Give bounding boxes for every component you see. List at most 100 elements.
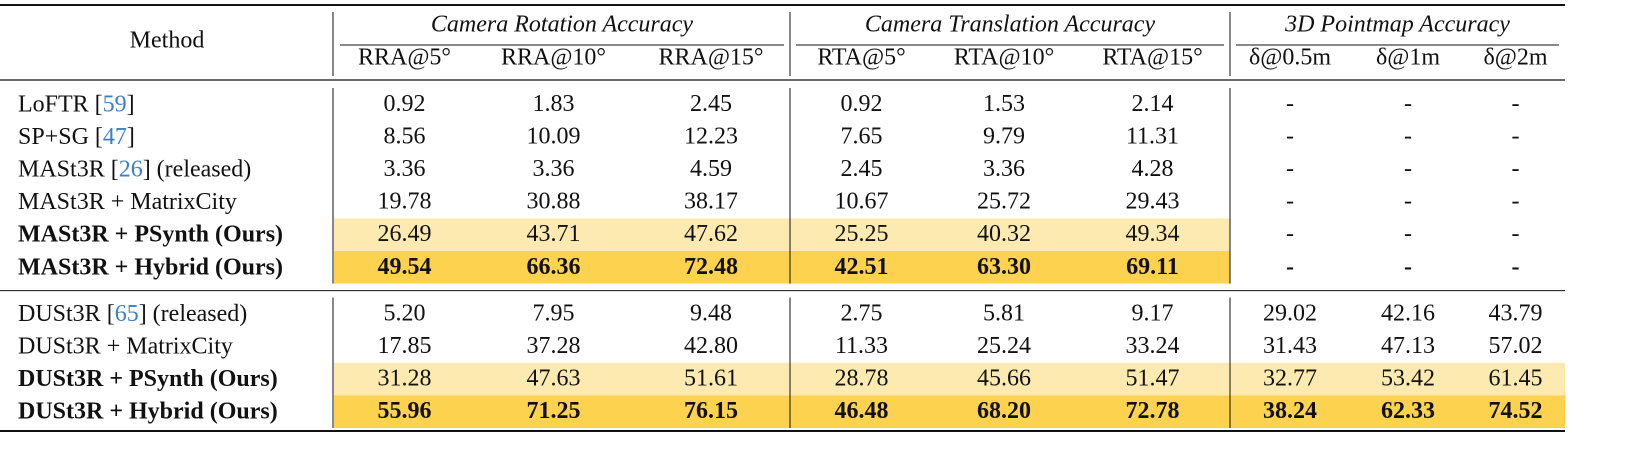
- value-cell: -: [1404, 254, 1412, 280]
- cell-highlight: [1075, 362, 1230, 396]
- value-cell: -: [1286, 254, 1294, 280]
- column-header: RTA@5°: [817, 45, 905, 71]
- value-cell: 42.80: [684, 333, 738, 359]
- value-cell: -: [1512, 91, 1520, 117]
- value-cell: 30.88: [527, 189, 581, 215]
- value-cell: 4.59: [690, 156, 732, 182]
- cell-highlight: [1350, 395, 1466, 428]
- value-cell: 10.09: [527, 123, 581, 149]
- method-cell: SP+SG [47]: [18, 123, 135, 149]
- value-cell: -: [1404, 91, 1412, 117]
- value-cell: 11.33: [835, 333, 888, 359]
- method-text: DUSt3R + MatrixCity: [18, 333, 233, 359]
- cell-highlight: [1230, 362, 1350, 396]
- method-cell: DUSt3R + MatrixCity: [18, 333, 233, 359]
- method-text: DUSt3R [: [18, 300, 115, 326]
- value-cell: 25.72: [977, 189, 1031, 215]
- value-cell: 74.52: [1489, 398, 1543, 424]
- cell-highlight: [1466, 362, 1565, 396]
- column-header: RRA@15°: [658, 45, 763, 71]
- method-text: ] (released): [139, 300, 248, 326]
- value-cell: 29.02: [1263, 300, 1317, 326]
- cell-highlight: [933, 362, 1075, 396]
- column-header: RTA@10°: [954, 45, 1054, 71]
- value-cell: -: [1286, 123, 1294, 149]
- value-cell: 7.65: [841, 123, 883, 149]
- value-cell: 0.92: [384, 91, 426, 117]
- cell-highlight: [1230, 395, 1350, 428]
- value-cell: 9.48: [690, 300, 732, 326]
- cell-highlight: [632, 218, 790, 251]
- cell-highlight: [475, 362, 632, 396]
- value-cell: 8.56: [384, 123, 426, 149]
- value-cell: 7.95: [533, 300, 575, 326]
- value-cell: 47.63: [527, 366, 581, 392]
- value-cell: 2.14: [1132, 91, 1174, 117]
- cell-highlight: [334, 395, 475, 428]
- value-cell: -: [1512, 156, 1520, 182]
- value-cell: 31.28: [378, 366, 432, 392]
- cell-highlight: [933, 395, 1075, 428]
- value-cell: 72.48: [684, 254, 738, 280]
- value-cell: -: [1286, 221, 1294, 247]
- value-cell: 33.24: [1126, 333, 1180, 359]
- value-cell: 1.53: [983, 91, 1025, 117]
- method-cell: DUSt3R [65] (released): [18, 300, 247, 326]
- value-cell: 76.15: [684, 398, 738, 424]
- method-cell: MASt3R [26] (released): [18, 156, 251, 182]
- value-cell: -: [1286, 189, 1294, 215]
- value-cell: 40.32: [977, 221, 1031, 247]
- value-cell: 3.36: [533, 156, 575, 182]
- cell-highlight: [933, 251, 1075, 284]
- value-cell: -: [1404, 221, 1412, 247]
- value-cell: 31.43: [1263, 333, 1317, 359]
- group-header: Camera Rotation Accuracy: [431, 12, 694, 38]
- value-cell: -: [1512, 254, 1520, 280]
- cell-highlight: [334, 251, 475, 284]
- value-cell: 72.78: [1126, 398, 1180, 424]
- value-cell: 38.24: [1263, 398, 1317, 424]
- method-text: ] (released): [143, 156, 252, 182]
- method-cell: MASt3R + Hybrid (Ours): [18, 254, 283, 280]
- value-cell: -: [1286, 156, 1294, 182]
- method-text: MASt3R + MatrixCity: [18, 189, 237, 215]
- value-cell: 61.45: [1489, 366, 1543, 392]
- value-cell: 43.71: [527, 221, 581, 247]
- group-header: Camera Translation Accuracy: [865, 12, 1156, 38]
- method-text: LoFTR [: [18, 91, 103, 117]
- cell-highlight: [334, 218, 475, 251]
- method-text: MASt3R + PSynth (Ours): [18, 221, 283, 247]
- value-cell: 66.36: [527, 254, 581, 280]
- value-cell: 63.30: [977, 254, 1031, 280]
- value-cell: 71.25: [527, 398, 581, 424]
- value-cell: 42.16: [1381, 300, 1435, 326]
- value-cell: 3.36: [983, 156, 1025, 182]
- cell-highlight: [632, 362, 790, 396]
- citation: 26: [119, 156, 143, 182]
- value-cell: 12.23: [684, 123, 738, 149]
- value-cell: 28.78: [835, 366, 889, 392]
- method-cell: MASt3R + MatrixCity: [18, 189, 237, 215]
- citation: 59: [103, 91, 127, 117]
- value-cell: 49.54: [378, 254, 432, 280]
- value-cell: 5.20: [384, 300, 426, 326]
- method-text: SP+SG [: [18, 123, 103, 149]
- method-text: MASt3R + Hybrid (Ours): [18, 254, 283, 280]
- value-cell: 10.67: [835, 189, 889, 215]
- value-cell: 29.43: [1126, 189, 1180, 215]
- value-cell: 2.45: [690, 91, 732, 117]
- cell-highlight: [1075, 395, 1230, 428]
- cell-highlight: [475, 251, 632, 284]
- cell-highlight: [790, 395, 933, 428]
- value-cell: 47.13: [1381, 333, 1435, 359]
- value-cell: 9.79: [983, 123, 1025, 149]
- value-cell: 45.66: [977, 366, 1031, 392]
- cell-highlight: [475, 218, 632, 251]
- value-cell: 1.83: [533, 91, 575, 117]
- column-header: δ@0.5m: [1249, 45, 1331, 71]
- cell-highlight: [790, 362, 933, 396]
- method-cell: DUSt3R + PSynth (Ours): [18, 366, 278, 392]
- value-cell: 43.79: [1489, 300, 1543, 326]
- group-header: 3D Pointmap Accuracy: [1284, 12, 1510, 38]
